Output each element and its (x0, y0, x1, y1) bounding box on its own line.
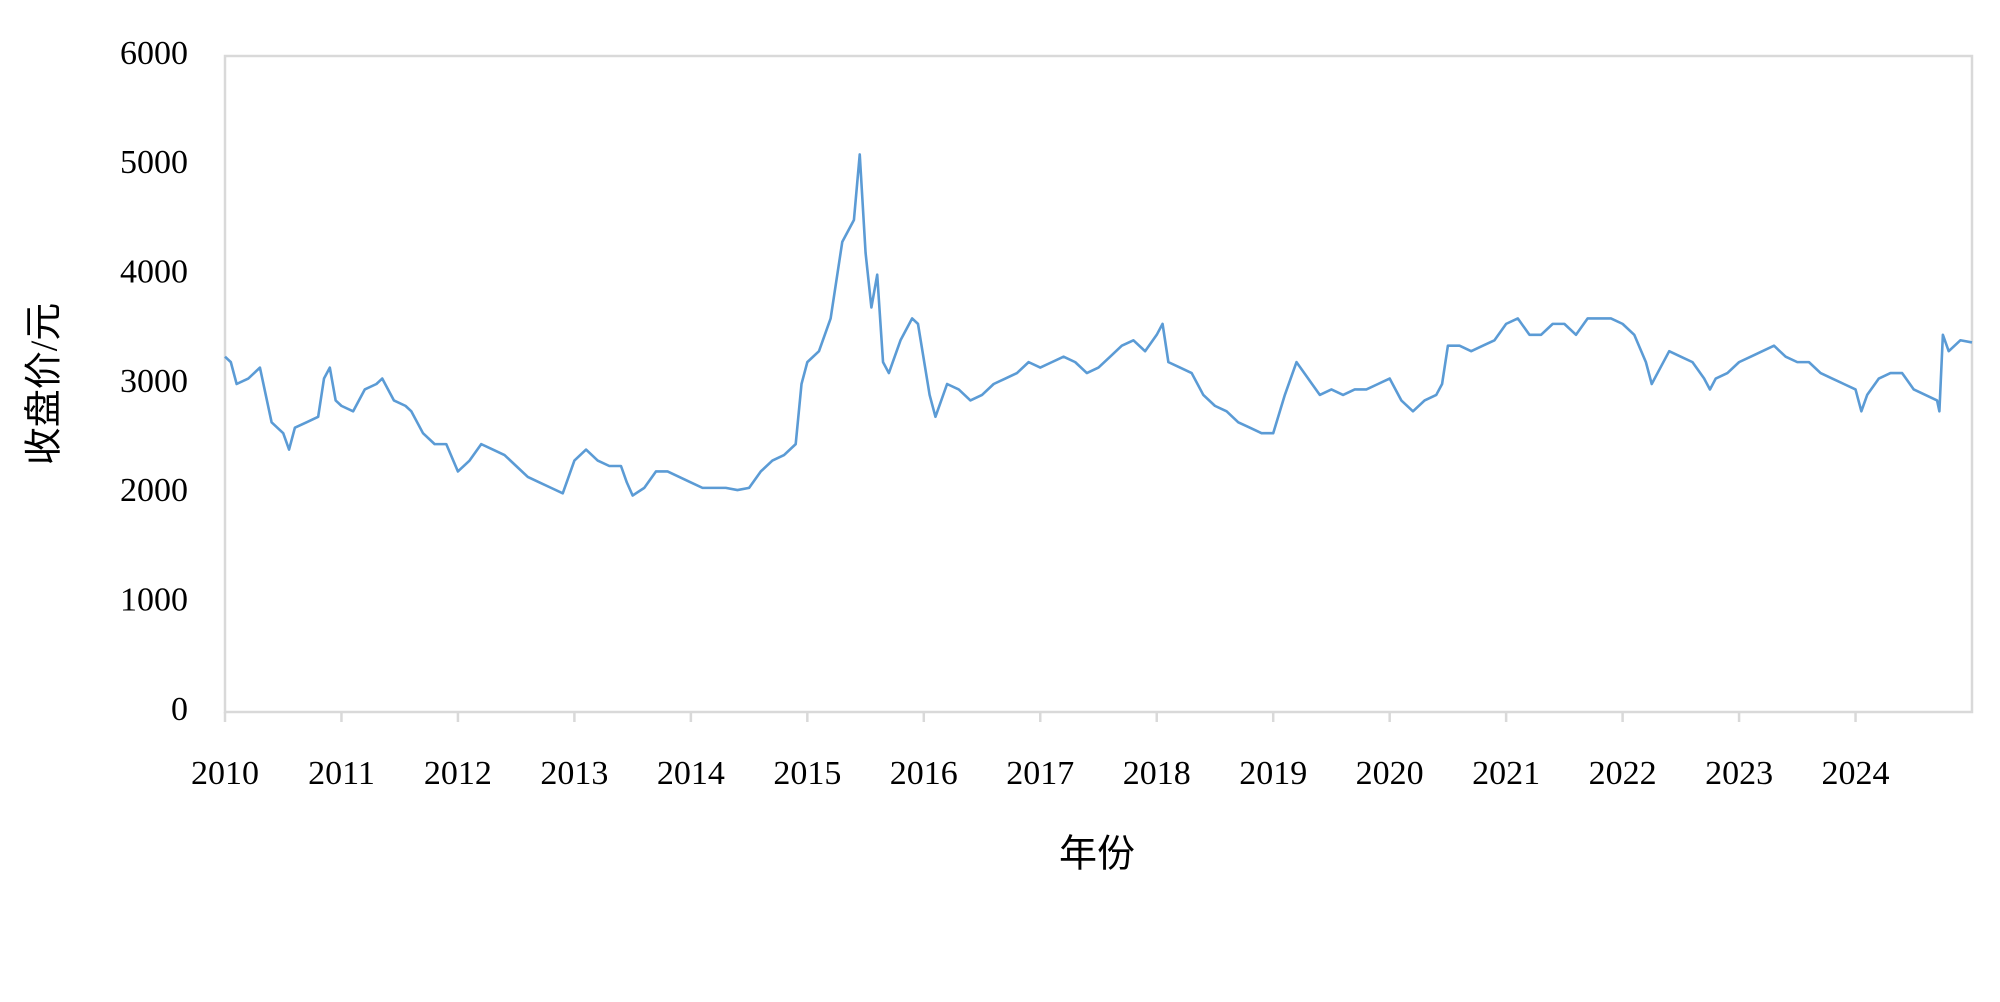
plot-frame (223, 54, 1974, 714)
x-tick-label: 2013 (540, 755, 608, 792)
x-tick-label: 2023 (1705, 755, 1773, 792)
x-tick-label: 2017 (1006, 755, 1074, 792)
x-tick-label: 2011 (308, 755, 375, 792)
y-axis-label: 收盘价/元 (24, 303, 66, 466)
x-axis-label: 年份 (1059, 834, 1135, 876)
x-tick-label: 2021 (1472, 755, 1540, 792)
price-line (224, 153, 1973, 497)
x-tick-label: 2014 (657, 755, 725, 792)
y-tick-label: 0 (171, 691, 188, 728)
x-tick-label: 2022 (1589, 755, 1657, 792)
y-tick-label: 4000 (120, 253, 188, 290)
x-tick-label: 2012 (424, 755, 492, 792)
y-tick-label: 3000 (120, 363, 188, 400)
y-tick-label: 5000 (120, 144, 188, 181)
x-tick-label: 2010 (191, 755, 259, 792)
x-tick-label: 2015 (773, 755, 841, 792)
x-tick-label: 2024 (1822, 755, 1890, 792)
y-tick-label: 6000 (120, 35, 188, 72)
y-tick-label: 2000 (120, 472, 188, 509)
y-tick-label: 1000 (120, 581, 188, 618)
x-tick-label: 2020 (1356, 755, 1424, 792)
x-tick-label: 2016 (890, 755, 958, 792)
x-tick-label: 2019 (1239, 755, 1307, 792)
x-tick-label: 2018 (1123, 755, 1191, 792)
